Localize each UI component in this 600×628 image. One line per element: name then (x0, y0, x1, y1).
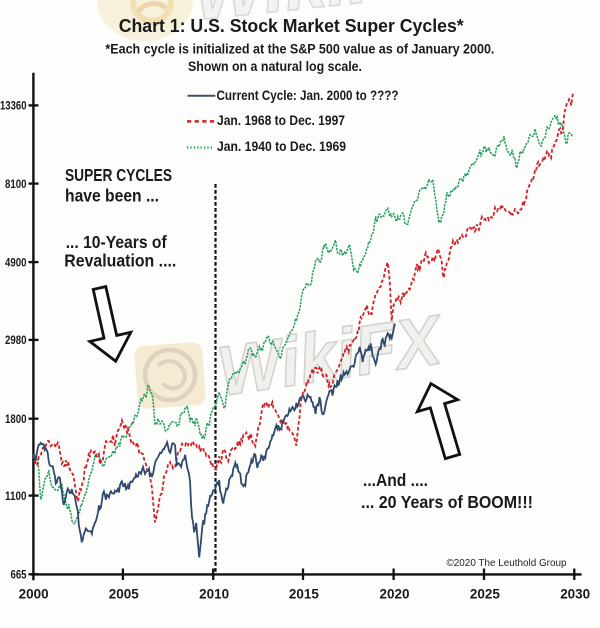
svg-text:Chart 1: U.S. Stock Market Sup: Chart 1: U.S. Stock Market Super Cycles* (119, 16, 464, 36)
svg-text:2005: 2005 (109, 586, 139, 602)
svg-text:2010: 2010 (199, 586, 229, 602)
svg-text:... 10-Years of: ... 10-Years of (66, 232, 167, 252)
svg-text:665: 665 (11, 568, 27, 582)
svg-text:Current Cycle: Jan. 2000 to ??: Current Cycle: Jan. 2000 to ???? (217, 87, 399, 103)
svg-text:... 20 Years of BOOM!!!: ... 20 Years of BOOM!!! (361, 492, 533, 512)
svg-text:4900: 4900 (5, 255, 27, 269)
svg-text:2030: 2030 (560, 586, 590, 602)
svg-text:1800: 1800 (5, 412, 27, 426)
svg-text:Jan. 1968 to Dec. 1997: Jan. 1968 to Dec. 1997 (217, 112, 345, 128)
svg-text:have been ...: have been ... (65, 186, 159, 206)
svg-text:2000: 2000 (19, 586, 49, 602)
svg-text:2025: 2025 (470, 586, 500, 602)
svg-text:Jan. 1940 to Dec. 1969: Jan. 1940 to Dec. 1969 (217, 138, 346, 154)
svg-text:8100: 8100 (5, 177, 27, 191)
svg-text:...And ....: ...And .... (363, 470, 428, 490)
svg-text:SUPER CYCLES: SUPER CYCLES (65, 165, 172, 185)
svg-text:Revaluation ....: Revaluation .... (64, 251, 176, 271)
svg-text:2015: 2015 (289, 586, 319, 602)
svg-text:1100: 1100 (5, 489, 27, 503)
svg-text:2980: 2980 (5, 333, 27, 347)
svg-text:Shown on a natural log scale.: Shown on a natural log scale. (188, 59, 362, 74)
svg-text:2020: 2020 (380, 586, 410, 602)
svg-text:13360: 13360 (0, 99, 27, 113)
svg-text:©2020 The Leuthold Group: ©2020 The Leuthold Group (447, 557, 567, 569)
svg-text:*Each cycle is initialized at: *Each cycle is initialized at the S&P 50… (105, 42, 494, 57)
